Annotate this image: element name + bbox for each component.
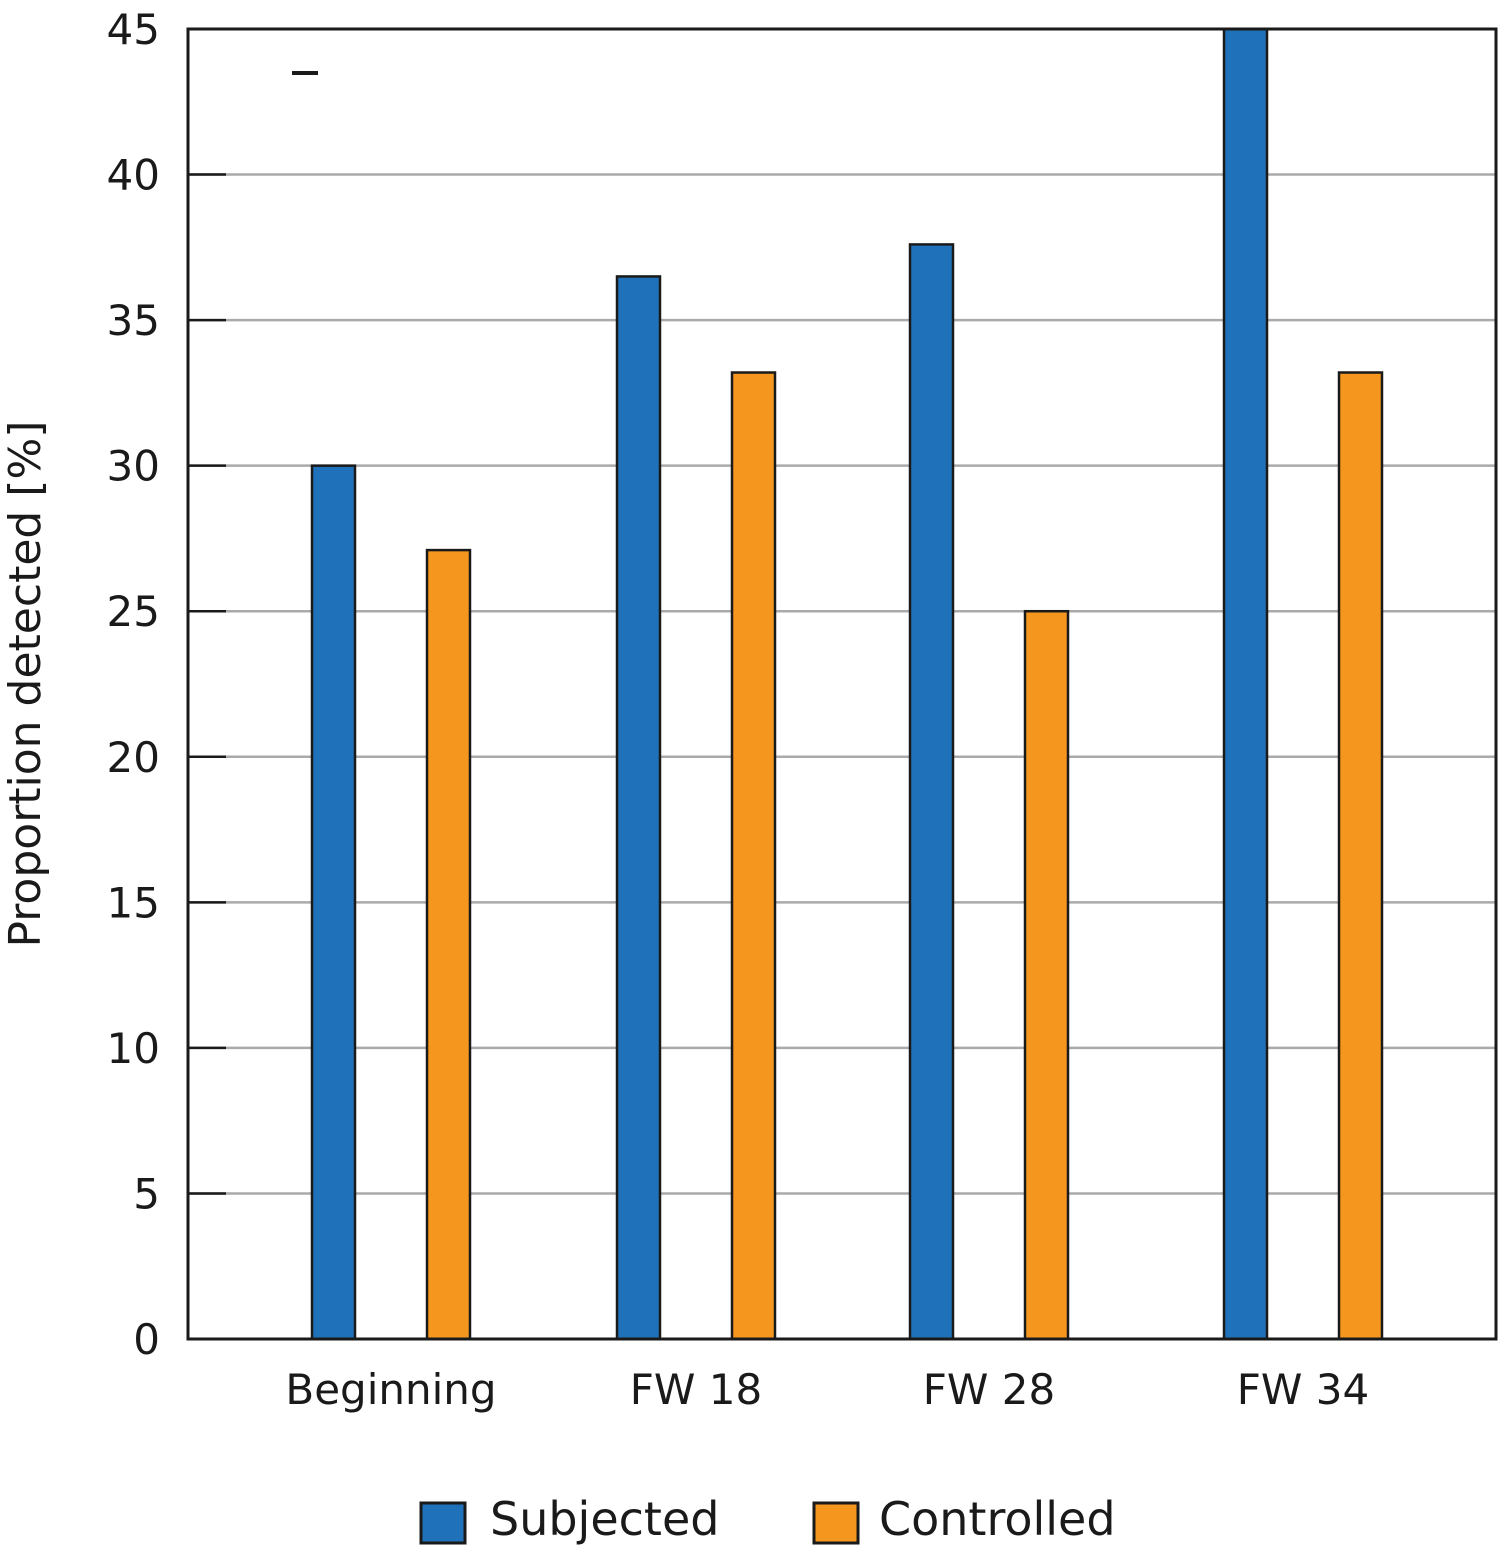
x-tick-label: FW 28	[923, 1365, 1055, 1414]
legend-label-controlled: Controlled	[879, 1492, 1116, 1546]
x-tick-label: FW 34	[1237, 1365, 1369, 1414]
gridlines	[188, 173, 1496, 1195]
y-tick-label: 0	[133, 1315, 160, 1364]
legend: Subjected Controlled	[419, 1492, 1116, 1546]
legend-label-subjected: Subjected	[490, 1492, 719, 1546]
y-tick-label: 40	[107, 151, 160, 200]
legend-swatch-controlled	[812, 1501, 860, 1545]
bar-controlled-fw-18	[730, 371, 777, 1341]
y-tick-label: 20	[107, 733, 160, 782]
y-tick-label: 15	[107, 878, 160, 927]
y-tick-labels: 0 5 10 15 20 25 30 35 40 45	[107, 5, 160, 1364]
bars	[310, 27, 1384, 1341]
bar-subjected-beginning	[310, 464, 357, 1341]
bar-controlled-fw-28	[1023, 609, 1070, 1341]
plot-frame	[186, 27, 1498, 1341]
bar-controlled-beginning	[425, 548, 472, 1341]
bar-subjected-fw-28	[908, 243, 955, 1341]
y-tick-label: 45	[107, 5, 160, 54]
y-tick-label: 35	[107, 296, 160, 345]
y-tick-label: 30	[107, 442, 160, 491]
bar-subjected-fw-18	[615, 275, 662, 1341]
y-tick-label: 10	[107, 1024, 160, 1073]
y-tick-label: 5	[133, 1169, 160, 1218]
axes	[186, 27, 1498, 1341]
legend-swatch-subjected	[419, 1501, 467, 1545]
bar-subjected-fw-34	[1222, 27, 1269, 1341]
x-tick-labels: Beginning FW 18 FW 28 FW 34	[285, 1365, 1369, 1414]
y-tick-label: 25	[107, 587, 160, 636]
bar-controlled-fw-34	[1337, 371, 1384, 1341]
y-axis-title: Proportion detected [%]	[0, 421, 51, 948]
x-tick-label: Beginning	[285, 1365, 496, 1414]
x-tick-label: FW 18	[630, 1365, 762, 1414]
